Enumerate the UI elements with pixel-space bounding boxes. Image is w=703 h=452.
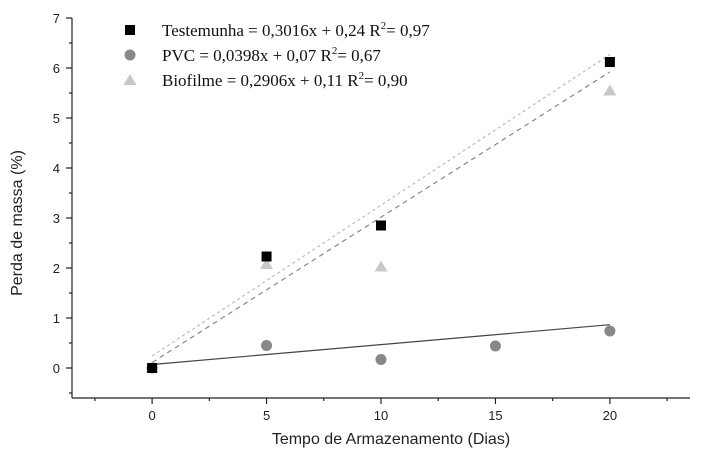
legend-marker-biofilme (123, 74, 137, 85)
y-tick-label: 5 (53, 111, 60, 126)
legend-item-biofilme: Biofilme = 0,2906x + 0,11 R2= 0,90 (123, 70, 408, 90)
x-tick-label: 15 (488, 408, 502, 423)
y-tick-label: 3 (53, 211, 60, 226)
fit-lines (151, 53, 611, 366)
x-tick-label: 10 (374, 408, 388, 423)
x-tick-label: 5 (263, 408, 270, 423)
x-axis-title: Tempo de Armazenamento (Dias) (272, 431, 510, 448)
point-pvc (375, 354, 387, 365)
legend-label: Testemunha = 0,3016x + 0,24 R2= 0,97 (162, 20, 430, 40)
point-testemunha (261, 251, 272, 262)
x-tick-label: 20 (603, 408, 617, 423)
point-biofilme (603, 84, 617, 96)
y-tick-label: 0 (53, 361, 60, 376)
y-tick-label: 2 (53, 261, 60, 276)
point-pvc (489, 340, 501, 352)
x-tick-label: 0 (148, 408, 155, 423)
y-tick-label: 6 (53, 61, 60, 76)
legend-label: Biofilme = 0,2906x + 0,11 R2= 0,90 (162, 70, 408, 90)
point-biofilme (260, 258, 274, 269)
data-points (145, 57, 617, 374)
legend-item-testemunha: Testemunha = 0,3016x + 0,24 R2= 0,97 (125, 20, 430, 40)
fit-line-testemunha (151, 53, 611, 357)
point-pvc (604, 325, 616, 337)
point-pvc (261, 340, 273, 351)
legend-marker-pvc (124, 49, 136, 61)
point-testemunha (604, 57, 615, 67)
point-testemunha (376, 220, 386, 231)
point-biofilme (374, 260, 388, 272)
point-testemunha (147, 363, 158, 373)
axes: 0 1 2 3 4 5 6 7 0 5 10 15 20 (53, 11, 690, 423)
fit-line-biofilme (151, 71, 611, 364)
fit-line-pvc (152, 324, 610, 366)
y-axis-title: Perda de massa (%) (9, 150, 26, 296)
y-tick-label: 7 (53, 11, 60, 26)
y-tick-label: 4 (53, 161, 60, 176)
legend-label: PVC = 0,0398x + 0,07 R2= 0,67 (162, 45, 381, 65)
y-tick-label: 1 (53, 311, 60, 326)
legend-marker-testemunha (125, 25, 135, 35)
legend: Testemunha = 0,3016x + 0,24 R2= 0,97 PVC … (123, 20, 430, 90)
legend-item-pvc: PVC = 0,0398x + 0,07 R2= 0,67 (124, 45, 381, 65)
